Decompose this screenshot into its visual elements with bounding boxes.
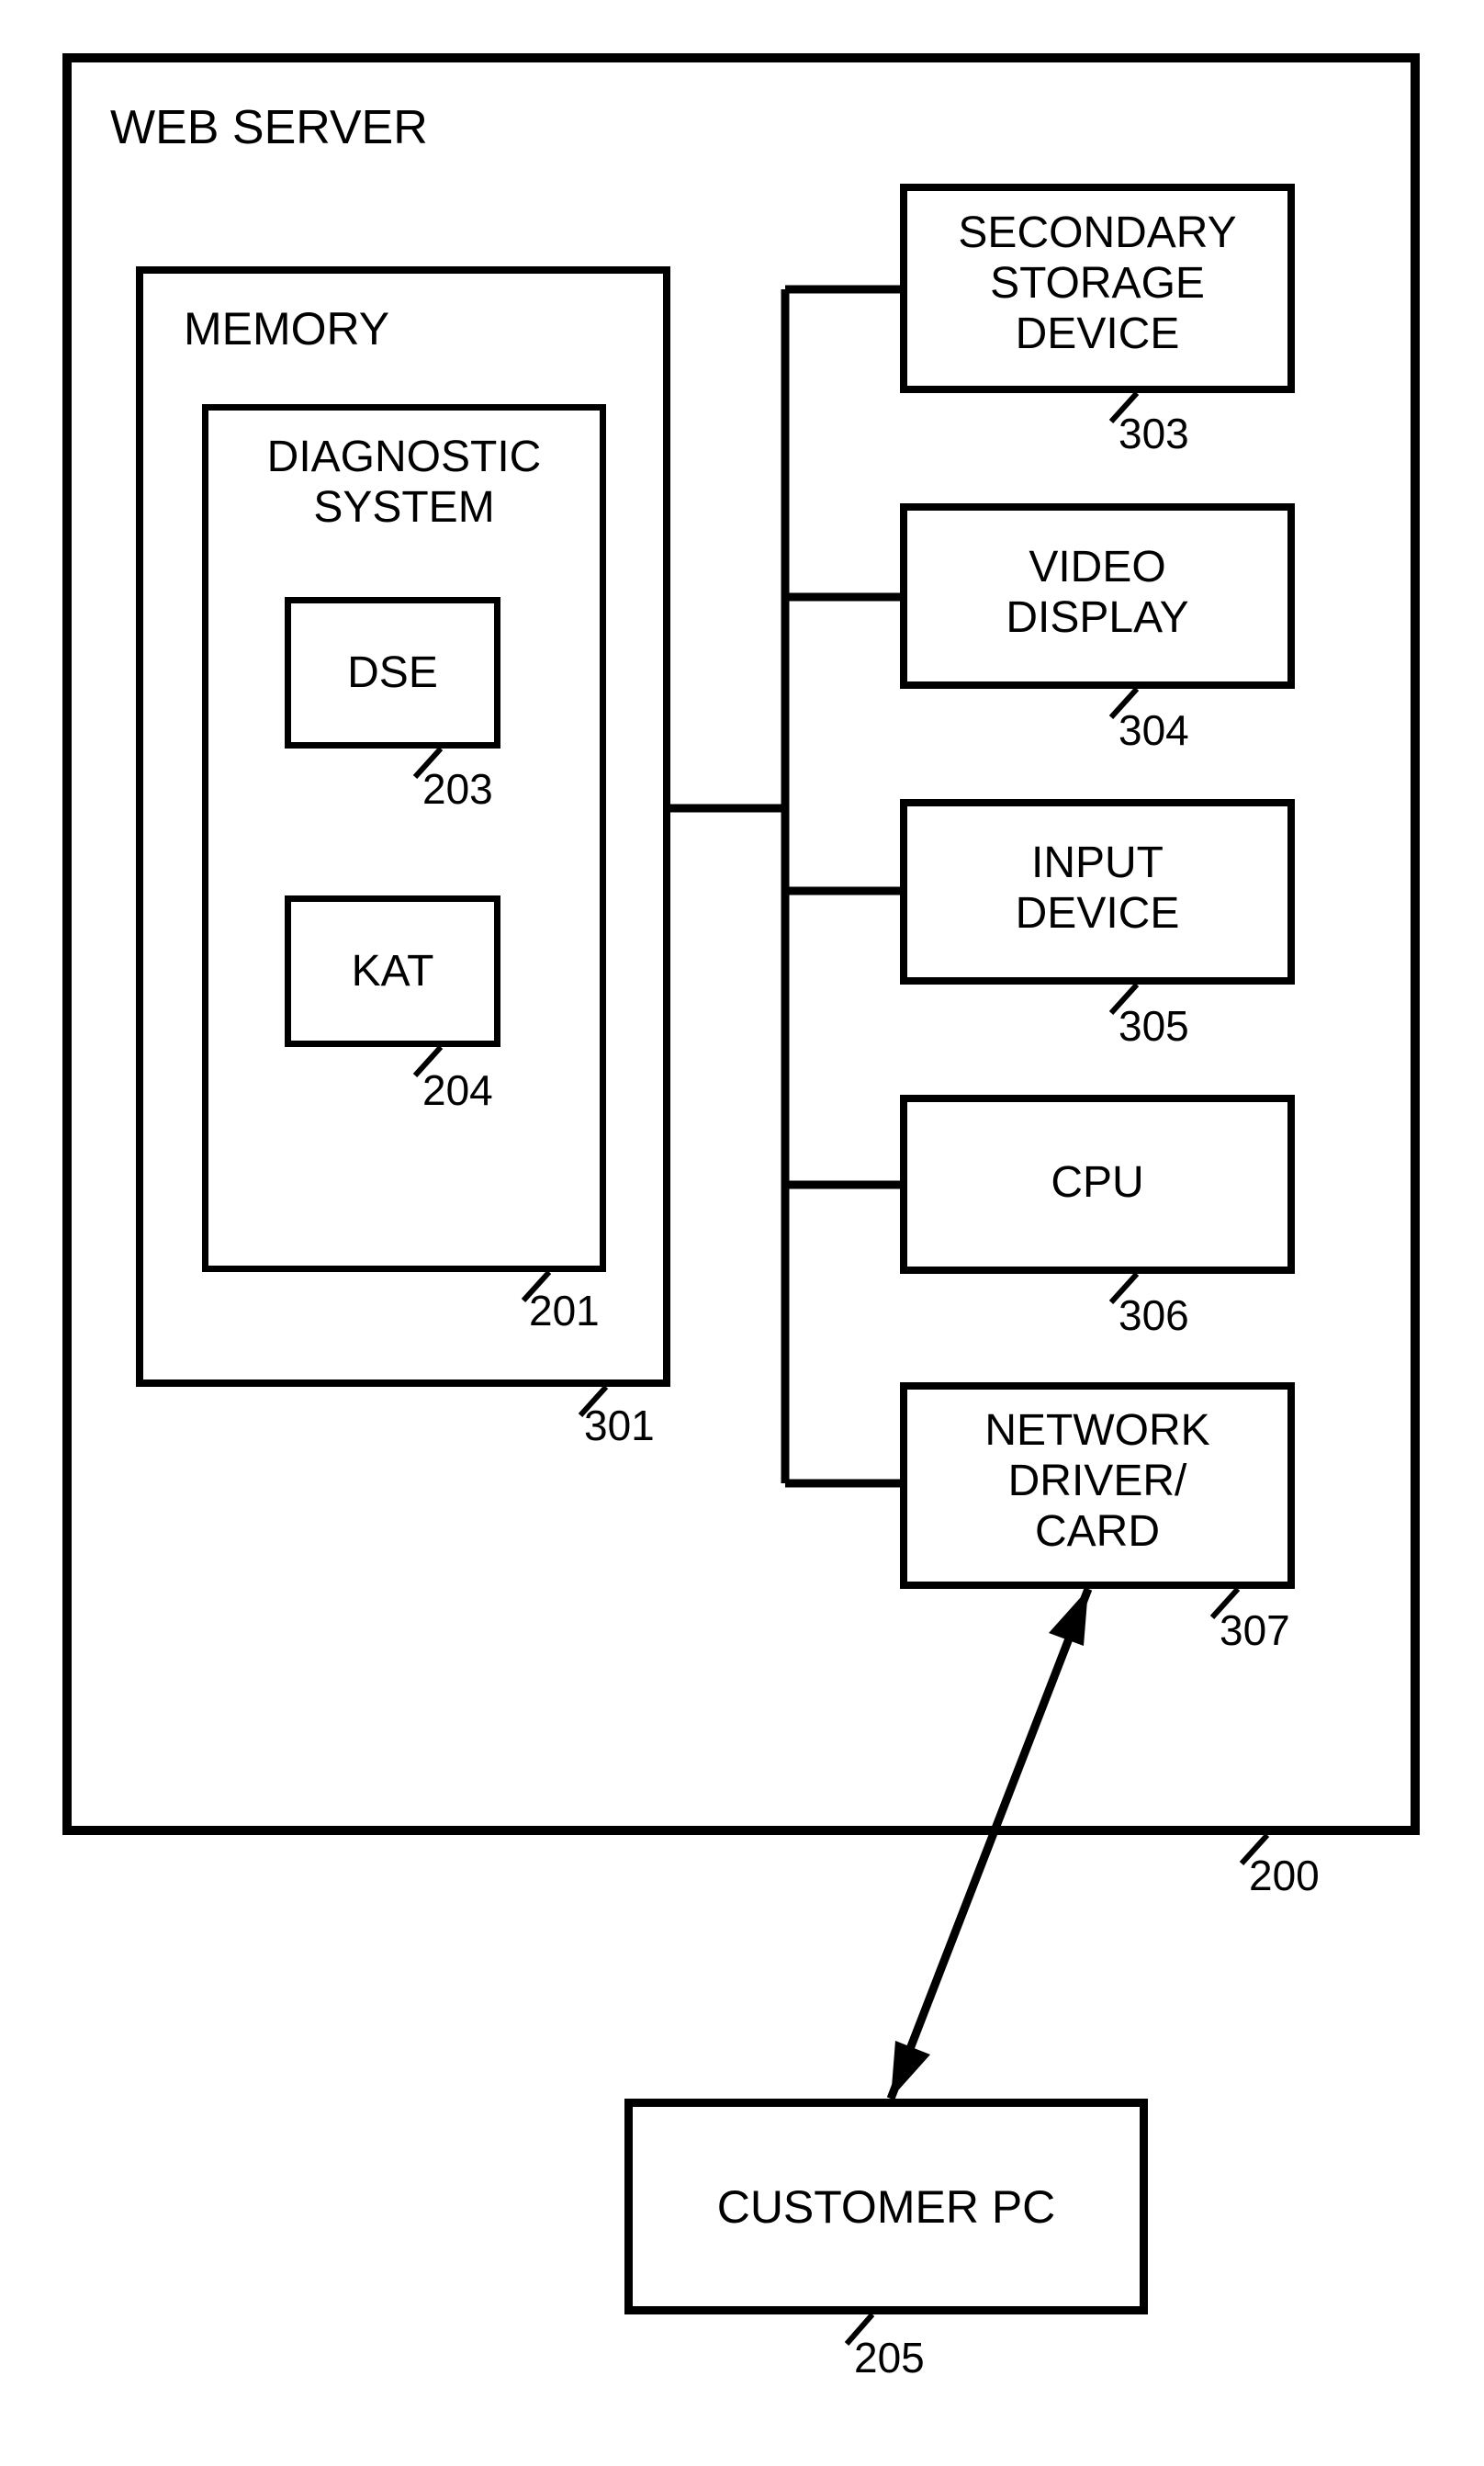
ref-205: 205 (854, 2333, 925, 2382)
ref-305: 305 (1119, 1001, 1189, 1051)
diagram-canvas: WEB SERVER MEMORY DIAGNOSTIC SYSTEM DSE … (0, 0, 1484, 2466)
ref-200: 200 (1249, 1851, 1320, 1900)
ref-201: 201 (529, 1286, 600, 1335)
ref-204: 204 (422, 1065, 493, 1115)
ref-306: 306 (1119, 1290, 1189, 1340)
ref-301: 301 (584, 1401, 655, 1450)
ref-303: 303 (1119, 409, 1189, 458)
ref-307: 307 (1220, 1605, 1290, 1655)
bus-connector (0, 0, 1484, 2466)
ref-203: 203 (422, 764, 493, 814)
ref-304: 304 (1119, 705, 1189, 755)
